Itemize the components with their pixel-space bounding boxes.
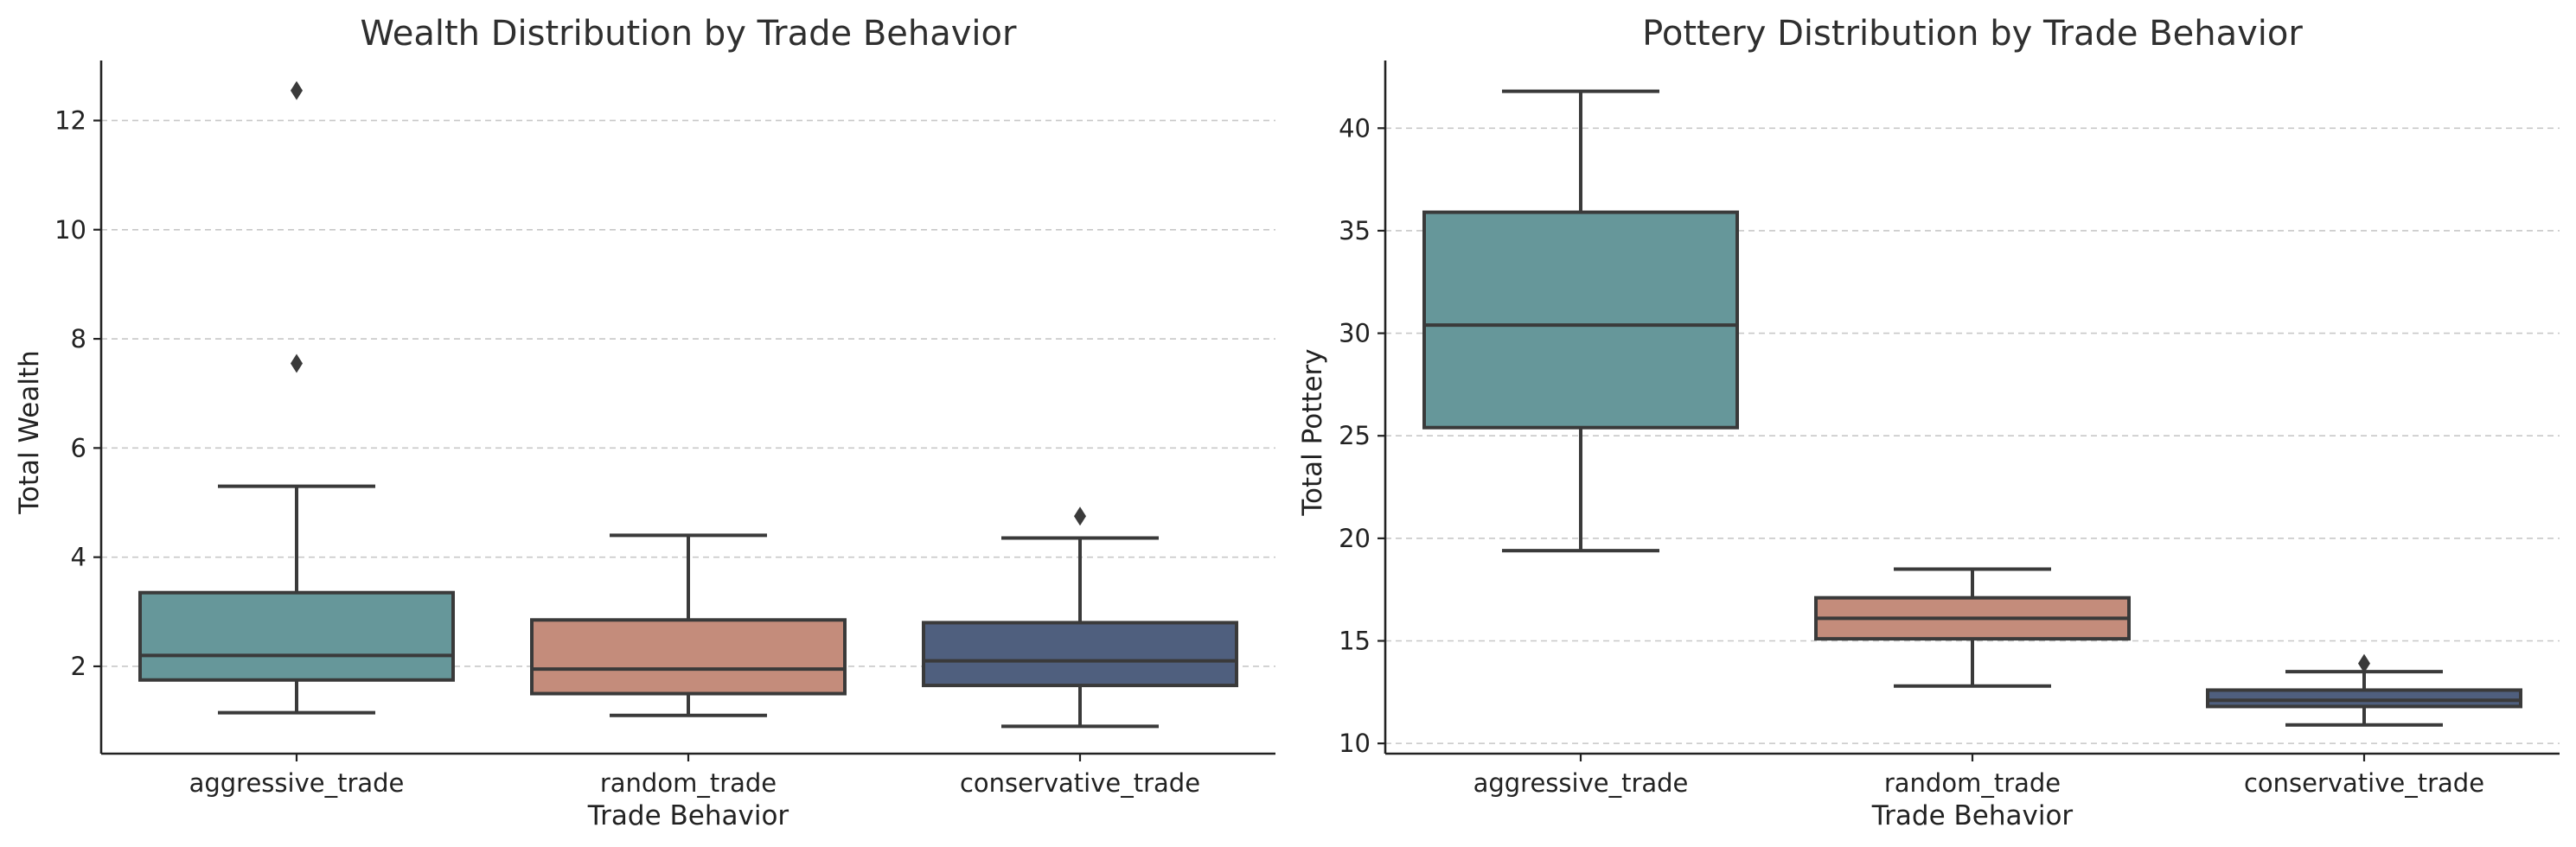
x-tick-label: aggressive_trade xyxy=(189,768,405,798)
y-tick-label: 10 xyxy=(54,215,86,245)
x-tick-label: conservative_trade xyxy=(960,768,1200,798)
box-random_trade xyxy=(1814,567,2131,688)
iqr-box xyxy=(530,618,847,696)
y-tick-label: 35 xyxy=(1339,216,1371,245)
y-tick-label: 4 xyxy=(71,543,86,572)
y-tick-label: 40 xyxy=(1339,113,1371,143)
y-tick-label: 6 xyxy=(71,433,86,462)
box-conservative_trade xyxy=(922,506,1238,729)
box-conservative_trade xyxy=(2206,653,2522,727)
y-tick-label: 15 xyxy=(1339,626,1371,655)
axes: 10 15 20 25 30 35 40 aggressive_trade random_tra… xyxy=(1339,60,2560,798)
chart-title: Pottery Distribution by Trade Behavior xyxy=(1642,14,2303,54)
x-tick-label: random_trade xyxy=(600,768,777,798)
iqr-box xyxy=(1422,210,1739,430)
x-axis-label: Trade Behavior xyxy=(587,800,789,831)
iqr-box xyxy=(138,590,455,682)
y-tick-label: 30 xyxy=(1339,319,1371,348)
y-tick-label: 8 xyxy=(71,324,86,353)
x-axis-label: Trade Behavior xyxy=(1871,800,2074,831)
chart-title: Wealth Distribution by Trade Behavior xyxy=(361,14,1017,54)
outlier-point xyxy=(1074,506,1086,526)
axes: 2 4 6 8 10 12 aggressive_trade random_trade cons… xyxy=(54,60,1275,798)
gridlines xyxy=(1385,127,2560,744)
y-tick-label: 10 xyxy=(1339,729,1371,758)
y-axis-label: Total Wealth xyxy=(14,350,45,515)
x-tick-label: random_trade xyxy=(1884,768,2061,798)
y-tick-label: 25 xyxy=(1339,421,1371,450)
box-aggressive_trade xyxy=(138,80,455,715)
outlier-point xyxy=(291,80,303,100)
wealth-chart: Wealth Distribution by Trade Behavior 2 4… xyxy=(14,14,1275,831)
x-tick-label: conservative_trade xyxy=(2244,768,2484,798)
box-random_trade xyxy=(530,533,847,717)
iqr-box xyxy=(922,621,1238,688)
y-tick-label: 20 xyxy=(1339,524,1371,553)
x-tick-label: aggressive_trade xyxy=(1473,768,1689,798)
iqr-box xyxy=(2206,688,2522,709)
boxes xyxy=(138,80,1238,729)
y-tick-label: 12 xyxy=(54,105,86,135)
y-axis-label: Total Pottery xyxy=(1297,348,1328,516)
outlier-point xyxy=(2358,653,2370,673)
box-aggressive_trade xyxy=(1422,89,1739,553)
y-tick-label: 2 xyxy=(71,652,86,681)
outlier-point xyxy=(291,353,303,373)
boxes xyxy=(1422,89,2522,727)
pottery-chart: Pottery Distribution by Trade Behavior 1… xyxy=(1297,14,2560,831)
